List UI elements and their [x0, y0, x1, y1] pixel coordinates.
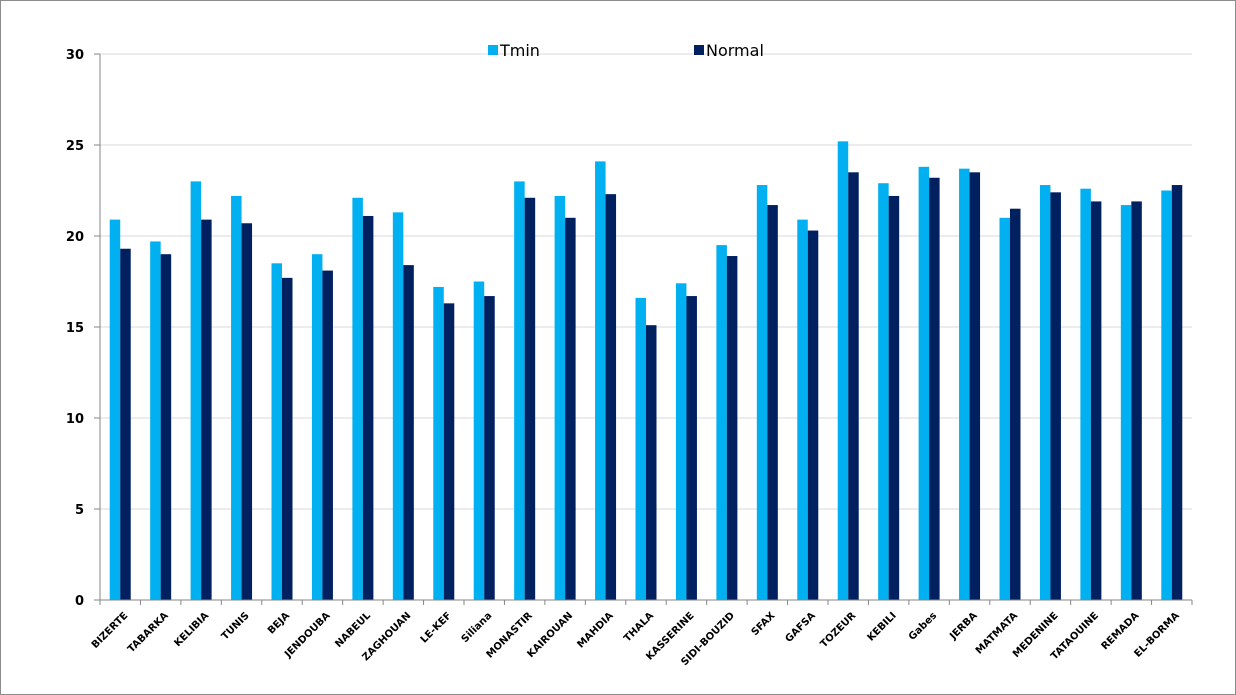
bar-tmin [392, 212, 404, 600]
y-tick-label: 25 [66, 139, 84, 154]
bar-tmin [150, 241, 161, 600]
x-tick-label: TUNIS [220, 610, 252, 642]
legend-label-normal: Normal [706, 41, 764, 60]
x-tick-label: TOZEUR [819, 610, 859, 650]
bar-normal [605, 194, 617, 600]
bar-tmin [878, 183, 889, 600]
bar-normal [403, 265, 414, 600]
x-tick-label: SFAX [750, 610, 778, 638]
y-tick-labels: 0 5 10 15 20 25 30 [66, 48, 84, 609]
x-tick-label: Gabes [907, 610, 939, 642]
bar-normal [565, 217, 576, 601]
y-tick-label: 0 [75, 594, 84, 609]
bar-normal [1090, 201, 1102, 601]
bar-normal [160, 254, 172, 600]
bar-normal [524, 197, 536, 600]
bar-tmin [109, 219, 121, 600]
bar-normal [807, 230, 819, 601]
bar-normal [443, 303, 455, 600]
bar-tmin [1120, 205, 1132, 600]
y-tick-label: 10 [66, 412, 84, 427]
bar-tmin [1080, 188, 1091, 600]
bar-tmin [837, 141, 849, 601]
bar-tmin [311, 254, 323, 600]
bar-normal [282, 277, 293, 600]
bar-normal [201, 219, 212, 600]
bar-tmin [352, 197, 363, 600]
bar-tmin [473, 281, 485, 600]
x-tick-label: KELIBIA [173, 610, 212, 649]
bar-normal [1171, 185, 1183, 601]
x-tick-label: Siliana [460, 610, 495, 645]
bar-normal [848, 172, 859, 601]
x-tick-label: MAHDIA [575, 610, 615, 650]
bar-normal [969, 172, 981, 601]
bar-normal [888, 195, 900, 600]
bar-tmin [514, 181, 525, 600]
bar-normal [686, 296, 697, 600]
bar-tmin [675, 283, 687, 600]
bar-tmin [797, 219, 808, 600]
bar-tmin [1039, 185, 1051, 601]
x-tick-label: BEJA [266, 610, 292, 636]
bar-normal [1131, 201, 1142, 601]
bar-normal [241, 223, 253, 600]
bar-tmin [554, 195, 566, 600]
bar-tmin [231, 195, 242, 600]
x-tick-label: THALA [622, 610, 656, 644]
bar-normal [1050, 192, 1061, 600]
legend-swatch-normal [694, 45, 704, 55]
bar-normal [120, 248, 131, 601]
x-tick-label: TABARKA [126, 610, 171, 655]
legend: Tmin Normal [488, 41, 764, 60]
y-tick-label: 20 [66, 230, 84, 245]
bar-normal [362, 215, 374, 601]
x-tick-label: KEBILI [866, 610, 899, 643]
bar-tmin [716, 245, 727, 600]
legend-swatch-tmin [488, 45, 498, 55]
bar-normal [322, 270, 333, 600]
bar-tmin [635, 297, 646, 600]
x-tick-label: GAFSA [783, 610, 818, 645]
x-tick-label: BIZERTE [90, 610, 131, 651]
bar-normal [767, 205, 778, 600]
bar-tmin [1161, 190, 1172, 600]
bar-tmin [595, 161, 606, 600]
x-tick-label: LE-KEF [419, 610, 454, 645]
bar-tmin [190, 181, 202, 600]
axes [99, 54, 1193, 605]
bar-normal [1010, 208, 1021, 600]
bar-tmin [999, 217, 1010, 601]
x-tick-label: REMADA [1100, 610, 1142, 652]
bar-tmin [959, 168, 970, 600]
y-tick-label: 30 [66, 48, 84, 63]
bar-tmin [918, 166, 930, 600]
x-tick-label: NABEUL [333, 610, 373, 650]
bar-normal [929, 177, 940, 600]
y-tick-label: 15 [66, 321, 84, 336]
y-tick-label: 5 [75, 503, 84, 518]
bar-normal [726, 256, 738, 600]
bar-tmin [433, 286, 444, 600]
legend-label-tmin: Tmin [499, 41, 540, 60]
bar-tmin [271, 263, 282, 600]
bars [109, 141, 1183, 601]
bar-tmin [756, 185, 768, 601]
bar-normal [646, 325, 657, 600]
bar-normal [484, 296, 495, 600]
x-tick-label: JERBA [947, 610, 979, 642]
